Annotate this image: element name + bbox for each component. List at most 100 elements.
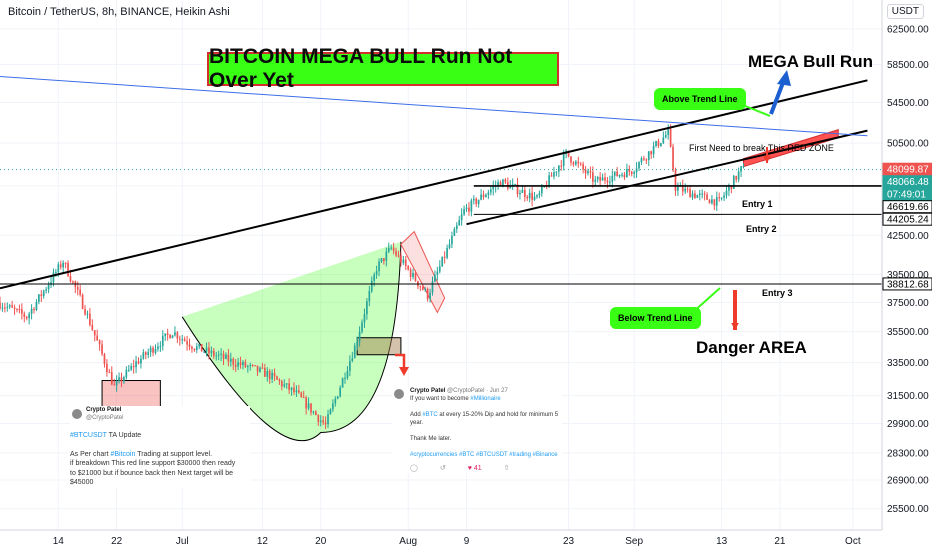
candle-body-130 [315, 411, 317, 415]
retest-box [356, 337, 402, 356]
tweet-right-handle: @CryptoPatel · Jun 27 [447, 388, 508, 394]
candle-body-5 [11, 305, 13, 308]
retweet-icon[interactable]: ↺ [439, 464, 446, 472]
candle-body-234 [567, 150, 570, 157]
red-zone-arrow-head [763, 155, 771, 163]
candle-body-154 [373, 274, 376, 281]
like-icon[interactable]: ♥ 41 [467, 464, 482, 472]
tweet-right-line1: If you want to become #Millionaire [392, 395, 562, 403]
tweet-left-line1-b: Trading at support level. [135, 450, 213, 458]
candle-body-109 [263, 367, 266, 377]
candle-body-269 [652, 145, 655, 155]
candle-body-164 [397, 255, 400, 257]
candle-body-161 [390, 247, 393, 249]
candle-body-158 [383, 258, 385, 261]
currency-button[interactable]: USDT [886, 4, 924, 19]
candle-body-156 [378, 261, 380, 272]
candle-body-256 [621, 174, 623, 176]
candle-body-133 [322, 420, 325, 423]
candle-body-190 [460, 214, 463, 221]
candle-body-82 [198, 344, 201, 347]
candle-body-40 [96, 335, 99, 341]
candle-body-119 [288, 383, 290, 390]
candle-body-144 [349, 360, 351, 371]
y-tick-label: 26900.00 [887, 476, 929, 487]
y-tick-label: 39500.00 [887, 270, 929, 281]
candle-body-84 [203, 351, 205, 353]
candle-body-278 [674, 170, 677, 191]
chart-title-banner: BITCOIN MEGA BULL Run Not Over Yet [207, 45, 559, 92]
candle-body-116 [281, 381, 283, 387]
candle-body-235 [570, 156, 572, 163]
price-tag-box [882, 212, 932, 226]
candle-body-137 [332, 403, 334, 410]
candle-body-306 [742, 166, 745, 168]
candle-body-205 [497, 182, 499, 186]
reply-icon[interactable]: ◯ [410, 464, 418, 472]
candle-body-75 [181, 339, 184, 341]
x-tick-label: Oct [845, 536, 861, 547]
tweet-right-tags: #cryptocurrencies #BTC #BTCUSDT #trading… [410, 452, 558, 459]
candle-body-168 [407, 266, 410, 270]
candle-body-48 [115, 380, 118, 386]
tweet-right-line2-b: at every 15-20% Dip and hold for minimum… [410, 412, 559, 427]
candle-body-196 [475, 198, 478, 204]
tweet-right-line3: Thank Me later. [410, 436, 452, 443]
candle-body-239 [579, 163, 582, 165]
candle-body-78 [188, 344, 191, 347]
red-zone-note: First Need to break This RED ZONE [689, 143, 834, 153]
candle-body-254 [616, 171, 619, 177]
candle-body-167 [404, 259, 407, 267]
candle-body-153 [370, 280, 373, 292]
candle-body-138 [334, 398, 337, 404]
candle-body-251 [609, 181, 611, 183]
chart-drawings [101, 129, 839, 442]
candle-body-46 [110, 372, 113, 385]
x-tick-label: 23 [563, 536, 575, 547]
candle-body-302 [732, 175, 735, 189]
candle-body-148 [358, 331, 361, 342]
candle-body-143 [346, 370, 349, 378]
candle-body-12 [28, 313, 31, 319]
candle-body-295 [715, 197, 718, 206]
tweet-left-line1-tag: #Bitcoin [110, 450, 136, 458]
candle-body-228 [553, 172, 555, 177]
candle-body-195 [472, 198, 475, 201]
tweet-left-line1-a: As Per chart [70, 450, 111, 458]
tweet-right-line1-tag: #Millionaire [470, 396, 501, 403]
candle-body-147 [356, 341, 359, 346]
candle-body-108 [261, 367, 264, 369]
candle-body-51 [123, 377, 125, 382]
candle-body-202 [489, 189, 492, 193]
candle-body-93 [225, 354, 227, 359]
y-tick-label: 33500.00 [887, 358, 929, 369]
candle-body-253 [613, 171, 616, 176]
candle-body-263 [638, 162, 640, 169]
candle-body-219 [531, 192, 533, 200]
candle-body-258 [626, 168, 628, 178]
candle-body-177 [429, 292, 431, 299]
candle-body-65 [157, 346, 159, 349]
candle-body-159 [385, 251, 388, 261]
cup-outline [181, 241, 402, 442]
candle-body-259 [628, 168, 631, 172]
candle-body-95 [229, 358, 232, 362]
candle-body-303 [735, 175, 738, 180]
x-tick-label: Jul [176, 536, 189, 547]
candle-body-287 [696, 195, 699, 198]
share-icon[interactable]: ⇧ [503, 464, 510, 472]
candle-body-291 [706, 194, 708, 200]
candle-body-54 [130, 365, 133, 370]
candle-body-245 [594, 179, 597, 182]
candle-body-150 [363, 314, 366, 323]
candle-body-128 [310, 403, 312, 413]
x-tick-label: 22 [111, 536, 123, 547]
candle-body-149 [361, 322, 363, 332]
candle-body-72 [174, 332, 176, 336]
candle-body-191 [463, 209, 465, 215]
candle-body-240 [582, 164, 584, 170]
candle-body-262 [635, 168, 638, 173]
y-tick-label: 58500.00 [887, 60, 929, 71]
